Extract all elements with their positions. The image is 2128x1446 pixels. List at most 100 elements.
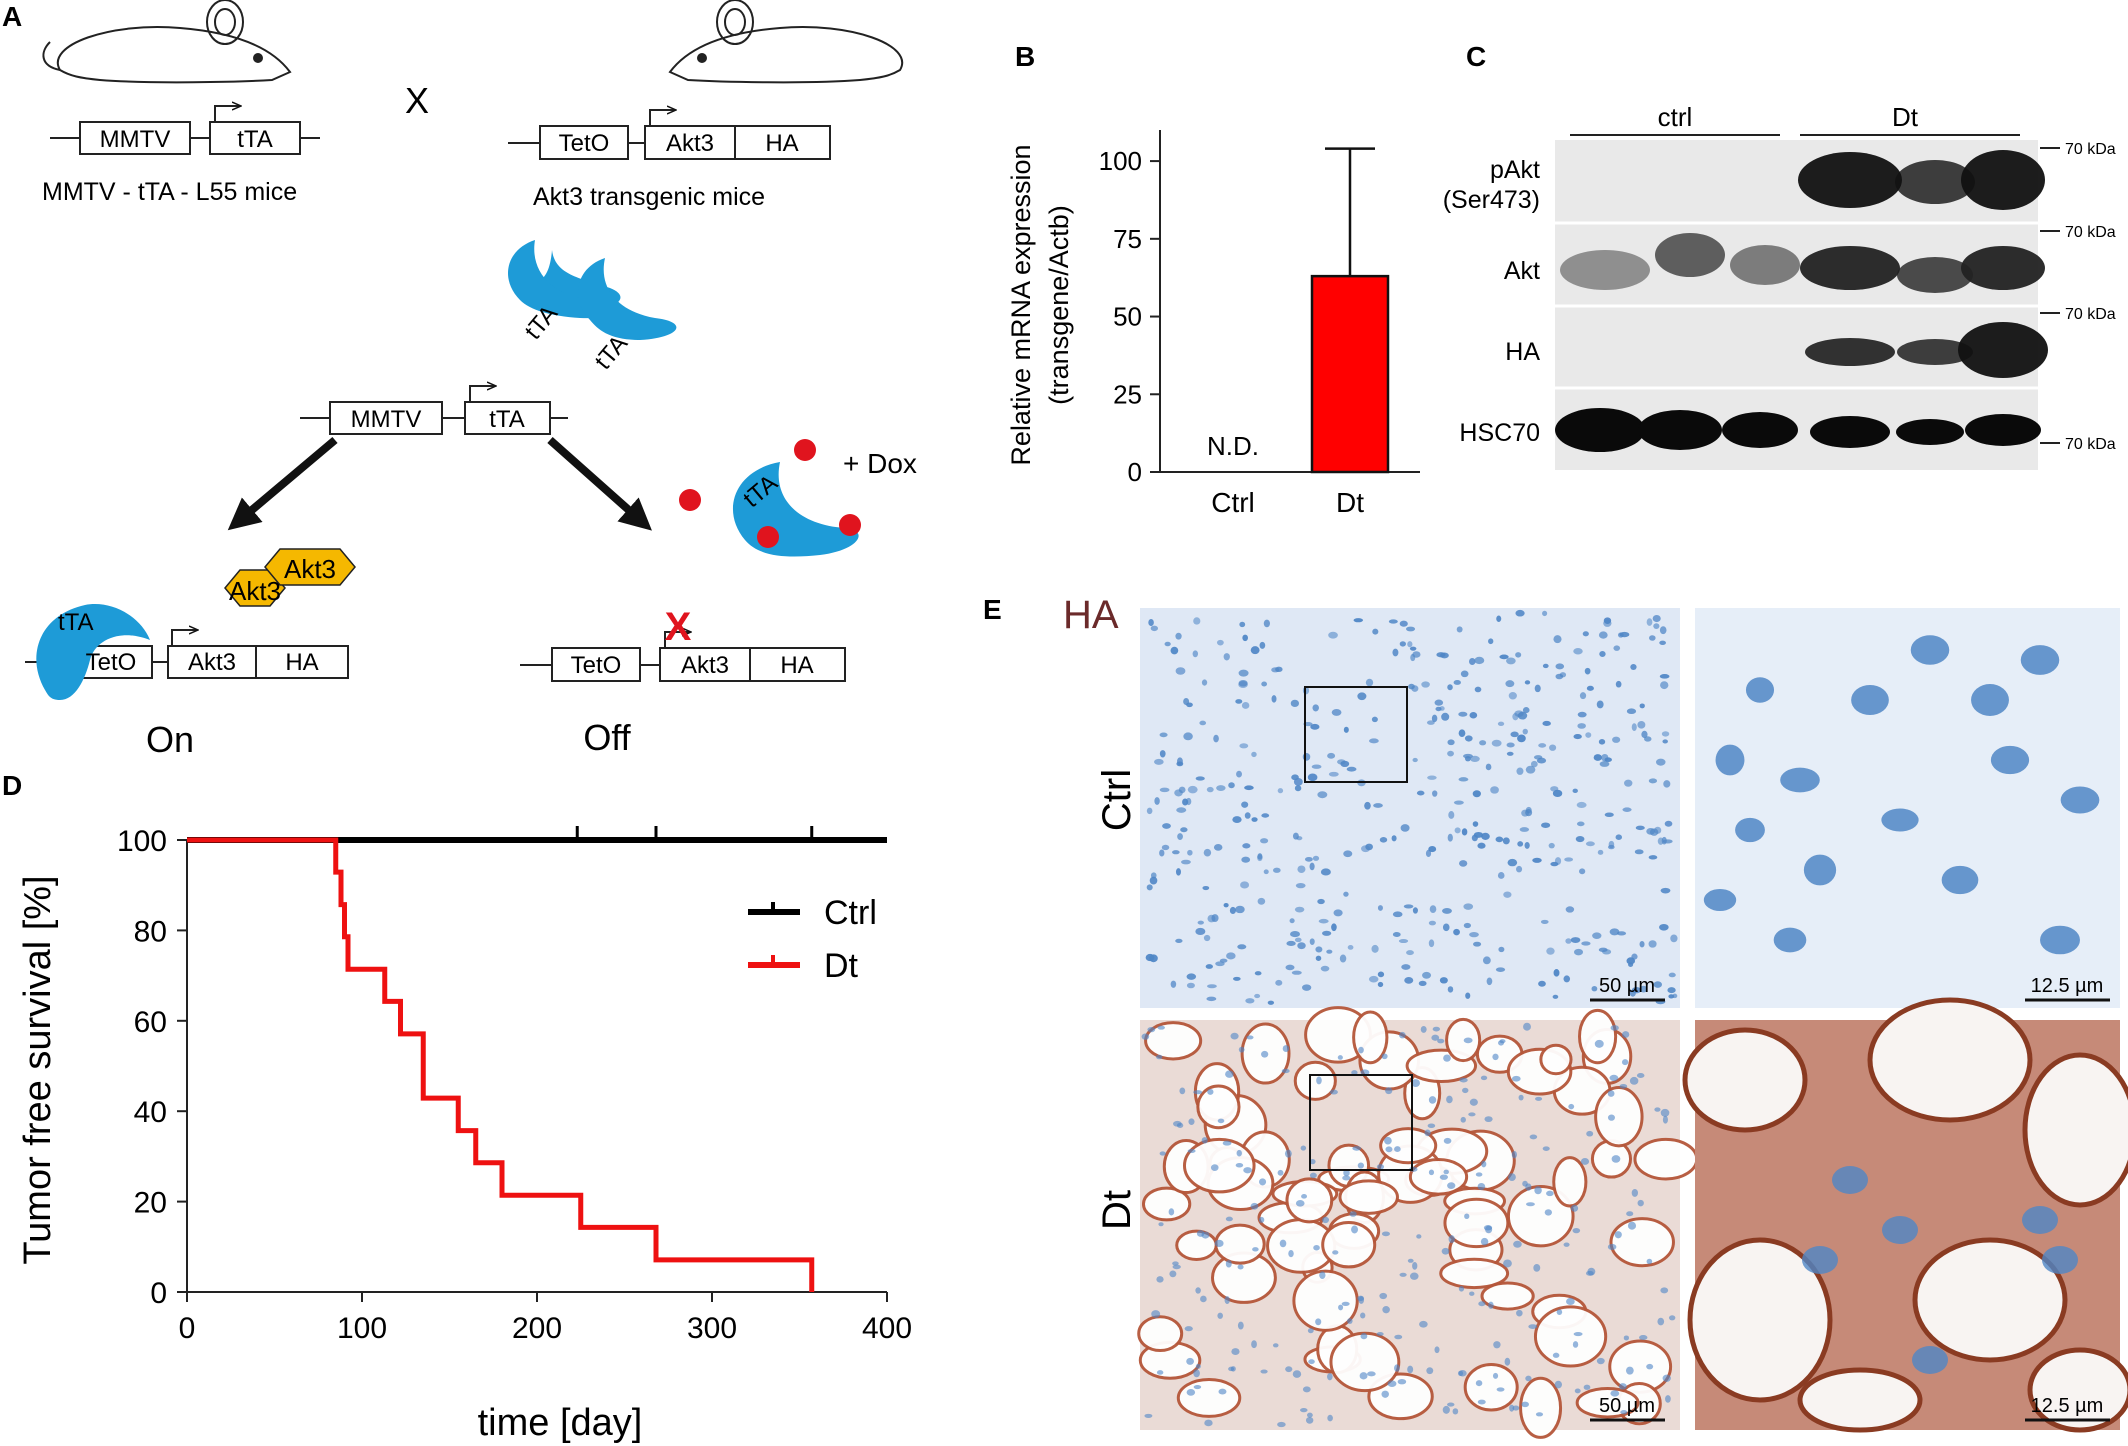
nucleus	[1410, 1272, 1419, 1280]
nucleus	[1464, 1213, 1470, 1220]
nucleus	[1216, 639, 1224, 646]
nucleus	[1377, 971, 1385, 978]
nucleus	[1399, 641, 1406, 647]
nucleus	[1464, 735, 1473, 742]
nucleus	[1228, 782, 1235, 789]
nucleus	[1381, 1390, 1389, 1398]
nucleus	[1553, 635, 1562, 644]
nucleus	[1317, 791, 1328, 799]
nucleus	[1513, 1240, 1522, 1248]
vacuole	[1552, 1156, 1588, 1208]
nucleus	[1206, 786, 1214, 793]
nucleus	[1394, 1146, 1401, 1153]
nucleus	[1235, 1163, 1244, 1168]
nucleus	[1187, 1148, 1196, 1153]
nucleus	[1312, 704, 1319, 712]
nucleus	[1343, 850, 1353, 858]
nucleus	[1159, 750, 1166, 758]
nucleus	[1239, 621, 1246, 628]
nucleus	[1169, 1270, 1177, 1278]
nucleus	[1447, 739, 1455, 746]
nucleus	[1540, 919, 1549, 924]
nucleus	[1522, 728, 1528, 735]
nucleus	[1626, 957, 1636, 965]
nucleus	[1639, 1334, 1648, 1341]
nucleus	[1204, 1419, 1213, 1427]
nucleus	[1662, 1115, 1668, 1124]
nucleus	[1315, 955, 1322, 961]
nucleus	[1254, 971, 1262, 976]
nucleus	[1290, 931, 1300, 938]
nucleus	[1428, 939, 1435, 948]
nucleus	[1668, 1315, 1676, 1321]
nucleus	[1300, 1408, 1308, 1413]
nucleus	[1285, 964, 1295, 971]
nucleus	[1609, 1074, 1619, 1082]
construct-mmtv-tta	[50, 106, 320, 155]
nucleus	[1193, 1090, 1203, 1095]
nucleus	[1175, 632, 1182, 640]
nucleus	[1652, 615, 1661, 623]
nucleus	[1447, 1182, 1456, 1189]
nucleus	[1546, 947, 1555, 955]
nucleus	[1550, 861, 1559, 867]
dox-complex	[679, 439, 861, 557]
b-y-tick-label: 50	[1113, 302, 1142, 332]
nucleus	[1244, 785, 1254, 791]
nucleus	[1452, 1408, 1459, 1415]
nucleus	[1403, 904, 1414, 909]
nucleus	[1277, 1169, 1284, 1176]
nucleus	[1207, 914, 1216, 923]
nucleus	[1412, 651, 1421, 658]
nucleus	[1568, 1103, 1575, 1110]
nucleus	[1427, 1123, 1436, 1129]
nucleus	[1641, 730, 1648, 739]
nucleus	[1146, 884, 1153, 891]
c-marker-label: 70 kDa	[2065, 436, 2116, 453]
nucleus	[1294, 906, 1305, 913]
nucleus	[1563, 975, 1571, 983]
nucleus	[1546, 1190, 1554, 1197]
nucleus	[1659, 923, 1669, 931]
nucleus	[1304, 856, 1313, 862]
mouse-icon	[42, 0, 292, 84]
nucleus	[1586, 685, 1594, 691]
nucleus	[1585, 732, 1592, 738]
nucleus	[1443, 1054, 1451, 1062]
nucleus	[1631, 723, 1637, 731]
nucleus	[1610, 1390, 1620, 1397]
label-tta: tTA	[237, 126, 273, 153]
nucleus	[1635, 825, 1645, 831]
nucleus	[1154, 797, 1160, 805]
nucleus	[1515, 652, 1522, 658]
panel-letter-a: A	[2, 1, 22, 32]
nucleus	[1554, 1380, 1563, 1389]
nucleus	[1381, 1053, 1388, 1060]
nucleus	[1803, 854, 1837, 886]
nucleus	[1542, 610, 1548, 617]
nucleus	[1150, 625, 1158, 632]
nucleus	[1411, 685, 1419, 692]
nucleus	[1179, 1087, 1186, 1095]
nucleus	[1607, 1090, 1615, 1097]
label-ha: HA	[780, 652, 813, 679]
vacuole	[1182, 1137, 1256, 1194]
nucleus	[1530, 760, 1538, 768]
nucleus	[1510, 731, 1519, 738]
nucleus	[1387, 1380, 1397, 1388]
nucleus	[2022, 1206, 2058, 1234]
nucleus	[1186, 1357, 1194, 1365]
nucleus	[1477, 1183, 1486, 1191]
nucleus	[1499, 654, 1509, 660]
nucleus	[1533, 1263, 1541, 1272]
vacuole	[1176, 1377, 1242, 1418]
nucleus	[1316, 1076, 1322, 1085]
label-teto: TetO	[559, 130, 610, 157]
c-marker-label: 70 kDa	[2065, 306, 2116, 323]
nucleus	[1591, 986, 1598, 992]
nucleus	[1300, 1145, 1307, 1151]
nucleus	[1339, 954, 1347, 963]
nucleus	[1331, 923, 1337, 932]
nucleus	[1646, 1258, 1653, 1265]
nucleus	[1193, 1385, 1202, 1390]
